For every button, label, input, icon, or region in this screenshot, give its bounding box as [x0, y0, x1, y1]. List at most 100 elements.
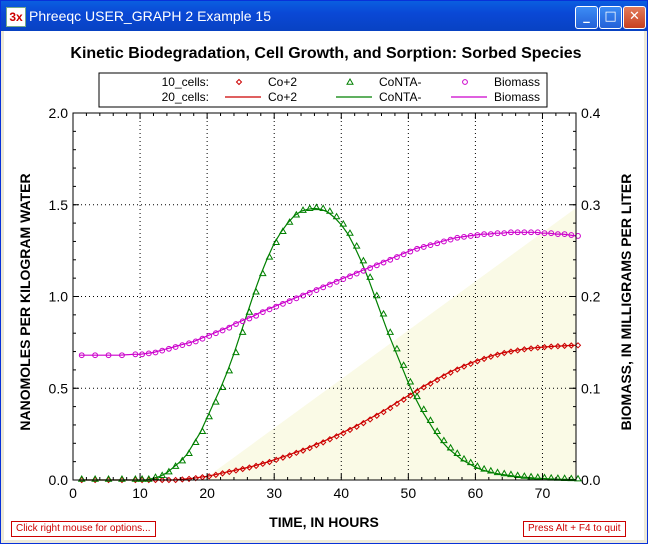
series-point-biomass	[273, 303, 280, 310]
series-point-conta	[507, 470, 515, 478]
series-point-conta	[118, 474, 126, 482]
series-point-co	[340, 430, 347, 437]
graph-area[interactable]: 0 10 20 30 40 50 60 70 0.0 0.5 1.0 1.5 2.0 0.0 0.1 0.2 0…	[4, 31, 644, 540]
series-point-conta	[185, 449, 193, 457]
series-point-conta	[453, 449, 462, 457]
series-point-conta	[446, 443, 455, 451]
legend-marker-biomass	[462, 79, 468, 85]
series-point-biomass	[400, 251, 407, 258]
series-point-conta	[77, 474, 86, 482]
series-point-co	[252, 462, 260, 470]
series-point-conta	[480, 464, 488, 472]
series-point-co	[460, 363, 468, 370]
plot-shade	[203, 208, 576, 480]
series-point-conta	[272, 238, 281, 245]
series-point-co	[366, 416, 374, 423]
x-tick-label: 30	[266, 485, 282, 501]
series-point-biomass	[119, 352, 125, 359]
series-point-co	[501, 349, 508, 357]
series-point-biomass	[246, 315, 253, 322]
series-point-co	[521, 346, 528, 353]
minimize-button[interactable]: _	[575, 6, 598, 29]
close-icon: ✕	[629, 9, 640, 24]
series-point-biomass	[467, 233, 474, 239]
y2-tick-label: 0.1	[581, 380, 601, 396]
series-point-conta	[399, 361, 408, 368]
series-point-conta	[91, 474, 99, 482]
series-point-biomass	[239, 318, 246, 325]
series-point-conta	[258, 269, 267, 277]
series-point-co	[306, 444, 313, 452]
series-point-conta	[158, 471, 167, 479]
quit-hint-button[interactable]: Press Alt + F4 to quit	[523, 521, 626, 537]
series-point-biomass	[407, 248, 414, 255]
x-tick-label: 40	[333, 485, 349, 501]
series-point-co	[172, 476, 179, 484]
series-point-biomass	[367, 265, 374, 271]
series-point-biomass	[212, 330, 219, 337]
series-point-co	[480, 355, 488, 363]
series-point-biomass	[226, 324, 233, 331]
series-point-co	[299, 447, 307, 454]
series-point-conta	[567, 474, 576, 482]
series-point-biomass	[508, 229, 514, 236]
x-tick-label: 10	[132, 485, 148, 501]
series-point-conta	[372, 291, 381, 299]
series-point-conta	[520, 472, 529, 479]
series-point-biomass	[514, 229, 521, 236]
legend-group-label: 10_cells:	[162, 75, 209, 89]
series-point-co	[454, 366, 461, 373]
maximize-button[interactable]: □	[599, 6, 622, 29]
series-point-co	[400, 396, 407, 403]
series-point-co	[467, 360, 474, 368]
series-point-co	[319, 439, 327, 446]
legend-marker-co	[235, 78, 243, 86]
series-point-conta	[205, 412, 214, 420]
series-point-co	[494, 351, 501, 358]
series-point-co	[380, 408, 387, 416]
series-point-biomass	[481, 231, 488, 238]
series-point-co	[239, 465, 246, 473]
title-bar[interactable]: 3x Phreeqc USER_GRAPH 2 Example 15 _ □ ✕	[1, 1, 647, 31]
series-point-conta	[138, 474, 146, 482]
series-point-conta	[151, 473, 160, 480]
series-point-conta	[433, 427, 442, 434]
series-point-conta	[299, 206, 307, 213]
series-point-conta	[319, 204, 328, 212]
series-point-biomass	[92, 352, 99, 359]
series-point-conta	[165, 467, 173, 475]
chart: 0 10 20 30 40 50 60 70 0.0 0.5 1.0 1.5 2.0 0.0 0.1 0.2 0…	[17, 45, 634, 530]
series-point-biomass	[326, 281, 333, 288]
legend-label-biomass: Biomass	[494, 75, 540, 89]
series-point-biomass	[528, 229, 534, 236]
y-axis-label: NANOMOLES PER KILOGRAM WATER	[17, 173, 33, 430]
series-point-biomass	[454, 234, 461, 241]
series-point-biomass	[166, 345, 172, 352]
series-point-biomass	[186, 340, 192, 347]
series-point-biomass	[541, 230, 548, 237]
series-point-biomass	[440, 238, 447, 245]
series-point-biomass	[380, 259, 387, 266]
series-point-biomass	[259, 309, 266, 315]
series-point-conta	[359, 256, 368, 264]
series-point-biomass	[179, 342, 186, 349]
legend: 10_cells:20_cells: Co+2Co+2 CoNTA-CoNTA- Bi…	[98, 72, 548, 108]
series-point-co	[266, 458, 273, 466]
series-point-biomass	[494, 230, 501, 237]
series-point-conta	[178, 456, 187, 464]
series-point-co	[561, 342, 568, 350]
series-point-biomass	[286, 298, 293, 304]
app-icon[interactable]: 3x	[6, 7, 26, 27]
close-button[interactable]: ✕	[623, 6, 646, 29]
window-title: Phreeqc USER_GRAPH 2 Example 15	[29, 8, 271, 24]
series-point-co	[387, 404, 394, 412]
series-point-biomass	[219, 327, 226, 334]
series-point-biomass	[280, 300, 286, 307]
series-point-conta	[198, 427, 207, 434]
series-point-conta	[493, 468, 502, 476]
series-point-biomass	[152, 349, 159, 356]
series-point-conta	[406, 377, 415, 385]
options-hint-button[interactable]: Click right mouse for options...	[11, 521, 156, 537]
series-point-biomass	[172, 344, 179, 350]
series-point-conta	[144, 474, 153, 482]
